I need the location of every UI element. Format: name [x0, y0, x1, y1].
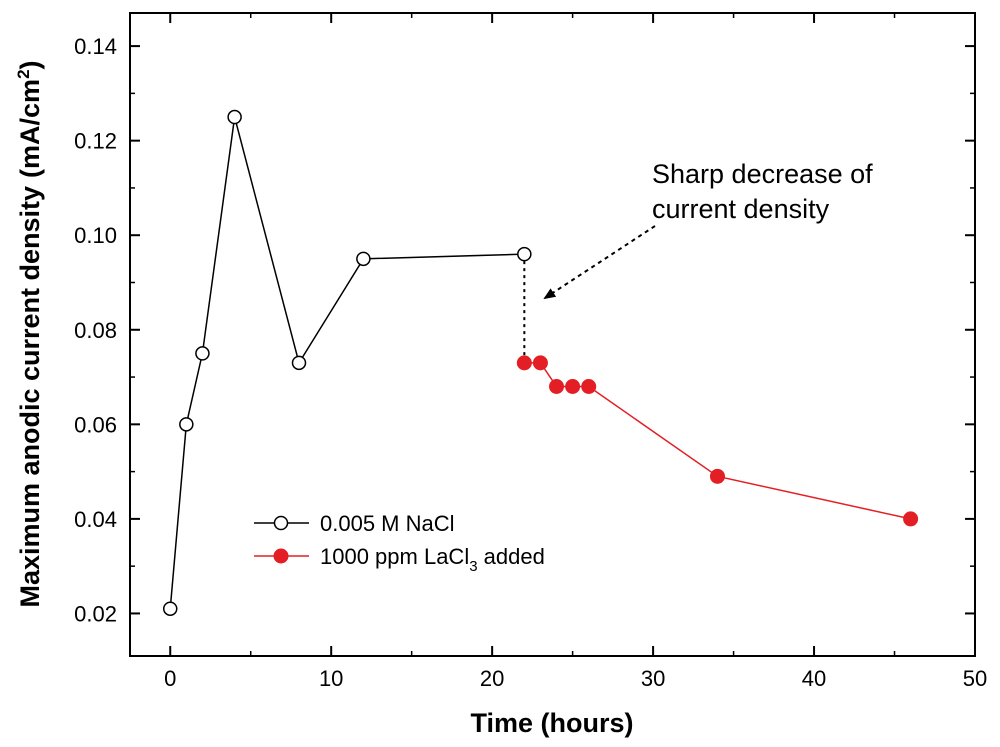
data-point-series-1: [581, 379, 597, 395]
y-axis-title-unit-prefix: (mA/cm: [15, 79, 45, 178]
axis-ticks: [130, 13, 976, 656]
data-point-series-1: [709, 468, 725, 484]
x-axis-title: Time (hours): [470, 708, 633, 738]
x-tick-label: 20: [480, 666, 504, 691]
data-point-series-0: [517, 246, 532, 262]
x-tick-label: 30: [641, 666, 665, 691]
legend-label-lacl3: 1000 ppm LaCl3 added: [320, 544, 545, 575]
legend-label-lacl3-prefix: 1000 ppm LaCl: [320, 544, 469, 569]
series-points: [162, 109, 919, 616]
y-tick-label: 0.14: [74, 34, 117, 59]
x-tick-label: 10: [319, 666, 343, 691]
axis-tick-labels: 0 10 20 30 40 50 0.02 0.04 0.06 0.08 0.10 0.12 0.14: [74, 34, 987, 691]
data-point-series-1: [565, 379, 581, 395]
legend-marker-lacl3: [273, 548, 289, 564]
y-tick-label: 0.04: [74, 507, 117, 532]
data-point-series-1: [532, 355, 548, 371]
y-tick-label: 0.02: [74, 601, 117, 626]
data-point-series-0: [291, 355, 307, 371]
legend-marker-nacl: [273, 515, 289, 531]
data-point-series-1: [516, 355, 532, 371]
data-point-series-1: [903, 511, 919, 527]
annotation-line-2: current density: [652, 194, 830, 224]
x-tick-label: 50: [963, 666, 987, 691]
data-point-series-0: [356, 251, 371, 267]
legend-label-lacl3-suffix: added: [478, 544, 545, 569]
data-point-series-0: [179, 417, 194, 432]
y-tick-label: 0.10: [74, 223, 117, 248]
y-tick-label: 0.08: [74, 318, 117, 343]
y-tick-label: 0.12: [74, 129, 117, 154]
x-tick-label: 40: [802, 666, 826, 691]
annotation-line-1: Sharp decrease of: [652, 159, 873, 189]
data-point-series-1: [549, 379, 565, 395]
data-point-series-0: [162, 601, 178, 616]
y-axis-title-main: Maximum anodic current density: [15, 186, 45, 608]
x-tick-label: 0: [164, 666, 176, 691]
y-axis-title-unit-suffix: ): [15, 60, 45, 69]
y-tick-label: 0.06: [74, 412, 117, 437]
data-point-series-0: [227, 109, 242, 125]
legend-label-nacl: 0.005 M NaCl: [320, 511, 455, 536]
legend: 0.005 M NaCl 1000 ppm LaCl3 added: [254, 511, 545, 575]
y-axis-title: Maximum anodic current density (mA/cm2): [14, 60, 45, 607]
annotation-arrow: [543, 225, 656, 300]
legend-label-lacl3-sub: 3: [469, 558, 477, 575]
data-point-series-0: [195, 346, 210, 361]
plot-frame: [129, 12, 976, 657]
y-axis-title-unit-sup: 2: [14, 69, 33, 78]
